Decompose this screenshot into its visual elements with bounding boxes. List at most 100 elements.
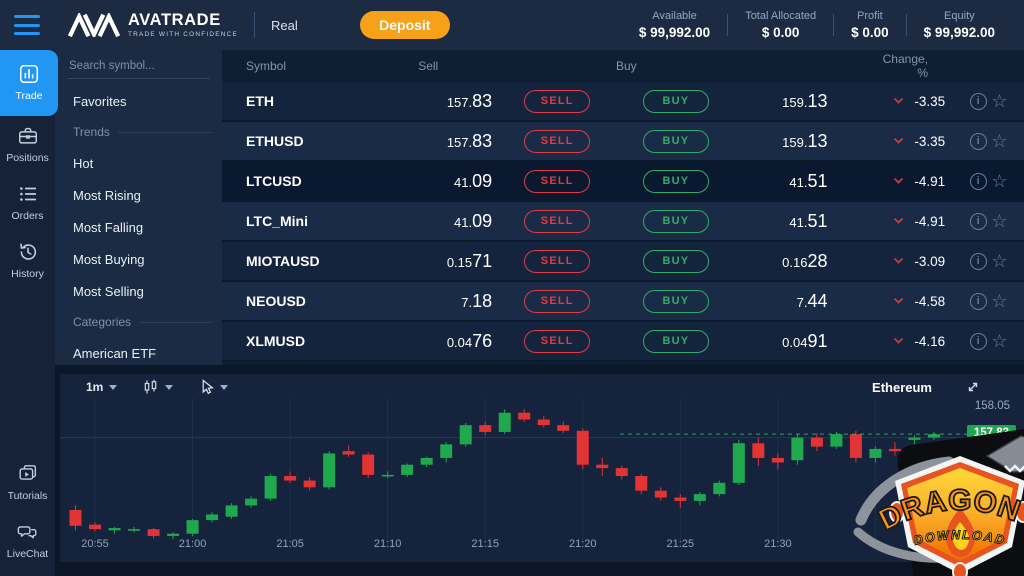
buy-button[interactable]: BUY	[642, 169, 709, 193]
sell-button[interactable]: SELL	[524, 249, 591, 273]
favorite-star-icon[interactable]: ☆	[991, 291, 1008, 311]
symbol-cell: LTC_Mini	[246, 213, 308, 229]
sell-button[interactable]: SELL	[524, 209, 591, 233]
account-stat-equity: Equity $ 99,992.00	[907, 10, 1012, 40]
stat-label: Total Allocated	[745, 10, 817, 22]
info-icon[interactable]: i	[969, 132, 987, 150]
info-icon[interactable]: i	[969, 252, 987, 270]
info-icon[interactable]: i	[969, 292, 987, 310]
favorite-star-icon[interactable]: ☆	[991, 91, 1008, 111]
buy-button[interactable]: BUY	[642, 129, 709, 153]
favorite-star-icon[interactable]: ☆	[991, 251, 1008, 271]
sell-button[interactable]: SELL	[524, 89, 591, 113]
watchlist-item-most-selling[interactable]: Most Selling	[73, 283, 144, 299]
symbol-cell: MIOTAUSD	[246, 253, 320, 269]
search-input[interactable]	[67, 58, 225, 73]
brand-name: AVATRADE	[128, 11, 221, 30]
table-row[interactable]: LTC_Mini 41.09 SELL BUY 41.51 -4.91 i ☆	[222, 202, 1024, 242]
trend-down-icon	[893, 297, 904, 305]
trend-down-icon	[893, 137, 904, 145]
watchlist-item-hot[interactable]: Hot	[73, 155, 94, 171]
symbol-cell: LTCUSD	[246, 173, 302, 189]
account-stat-profit: Profit $ 0.00	[834, 10, 906, 40]
deposit-button[interactable]: Deposit	[359, 11, 450, 39]
sidebar-item-history[interactable]: History	[0, 232, 55, 290]
account-stat-available: Available $ 99,992.00	[622, 10, 727, 40]
watchlist-item-american-etf[interactable]: American ETF	[73, 345, 157, 361]
chevron-down-icon	[109, 384, 118, 390]
change-value: -3.35	[914, 133, 946, 149]
livechat-icon	[17, 521, 39, 543]
bottom-strip	[0, 562, 1024, 576]
sidebar-item-label: Positions	[6, 152, 49, 164]
sidebar-item-label: History	[11, 268, 44, 280]
ava-logo-icon	[68, 13, 120, 37]
sell-price: 157.83	[446, 90, 493, 111]
candlestick-chart	[60, 398, 1024, 545]
buy-price: 159.13	[782, 90, 828, 111]
watchlist-item-most-falling[interactable]: Most Falling	[73, 219, 144, 235]
favorite-star-icon[interactable]: ☆	[991, 211, 1008, 231]
menu-icon[interactable]	[14, 15, 40, 35]
sell-price: 0.0476	[446, 330, 493, 351]
sidebar-item-label: Trade	[15, 90, 43, 102]
change-cell: -3.35	[827, 94, 945, 109]
sidebar-item-livechat[interactable]: LiveChat	[0, 512, 55, 570]
buy-price: 159.13	[782, 130, 828, 151]
briefcase-icon	[17, 125, 39, 147]
trend-down-icon	[893, 97, 904, 105]
watchlist-section-trends: Trends	[55, 117, 222, 147]
favorite-star-icon[interactable]: ☆	[991, 331, 1008, 351]
time-axis-label: 21:10	[373, 538, 402, 550]
expand-chart-icon[interactable]	[966, 380, 980, 394]
table-row[interactable]: LTCUSD 41.09 SELL BUY 41.51 -4.91 i ☆	[222, 162, 1024, 202]
sell-button[interactable]: SELL	[524, 169, 591, 193]
sell-button[interactable]: SELL	[524, 329, 591, 353]
divider	[254, 12, 256, 38]
table-row[interactable]: XLMUSD 0.0476 SELL BUY 0.0491 -4.16 i ☆	[222, 322, 1024, 362]
sell-button[interactable]: SELL	[524, 289, 591, 313]
trend-down-icon	[893, 217, 904, 225]
table-row[interactable]: ETH 157.83 SELL BUY 159.13 -3.35 i ☆	[222, 82, 1024, 122]
sidebar-item-trade[interactable]: Trade	[0, 50, 58, 116]
buy-button[interactable]: BUY	[642, 89, 709, 113]
buy-price: 41.51	[789, 170, 828, 191]
current-price-badge: 157.83	[966, 425, 1016, 442]
info-icon[interactable]: i	[969, 172, 987, 190]
favorite-star-icon[interactable]: ☆	[991, 131, 1008, 151]
watchlist-item-most-buying[interactable]: Most Buying	[73, 251, 145, 267]
sidebar-item-positions[interactable]: Positions	[0, 116, 55, 174]
cursor-tool-dropdown[interactable]	[199, 379, 229, 395]
info-icon[interactable]: i	[969, 332, 987, 350]
buy-button[interactable]: BUY	[642, 209, 709, 233]
watchlist-item-favorites[interactable]: Favorites	[73, 93, 127, 109]
watchlist-item-most-rising[interactable]: Most Rising	[73, 187, 141, 203]
buy-price: 0.0491	[782, 330, 828, 351]
info-icon[interactable]: i	[969, 92, 987, 110]
sell-button[interactable]: SELL	[524, 129, 591, 153]
sidebar-item-tutorials[interactable]: Tutorials	[0, 454, 55, 512]
change-cell: -3.09	[827, 254, 945, 269]
chart-panel: 1m Ethereum	[60, 374, 1024, 562]
table-row[interactable]: MIOTAUSD 0.1571 SELL BUY 0.1628 -3.09 i ☆	[222, 242, 1024, 282]
info-icon[interactable]: i	[969, 212, 987, 230]
history-icon	[17, 241, 39, 263]
timeframe-dropdown[interactable]: 1m	[86, 380, 118, 394]
candlestick-icon	[145, 379, 157, 394]
buy-price: 41.51	[789, 210, 828, 231]
change-value: -4.58	[914, 293, 946, 309]
table-row[interactable]: NEOUSD 7.18 SELL BUY 7.44 -4.58 i ☆	[222, 282, 1024, 322]
buy-button[interactable]: BUY	[642, 249, 709, 273]
chart-type-dropdown[interactable]	[143, 379, 174, 395]
change-cell: -4.58	[827, 294, 945, 309]
stat-label: Profit	[857, 10, 883, 22]
trend-down-icon	[893, 177, 904, 185]
chevron-down-icon	[165, 384, 174, 390]
table-row[interactable]: ETHUSD 157.83 SELL BUY 159.13 -3.35 i ☆	[222, 122, 1024, 162]
sidebar-item-orders[interactable]: Orders	[0, 174, 55, 232]
buy-button[interactable]: BUY	[642, 329, 709, 353]
favorite-star-icon[interactable]: ☆	[991, 171, 1008, 191]
buy-button[interactable]: BUY	[642, 289, 709, 313]
change-value: -3.35	[914, 93, 946, 109]
symbol-cell: ETH	[246, 93, 274, 109]
